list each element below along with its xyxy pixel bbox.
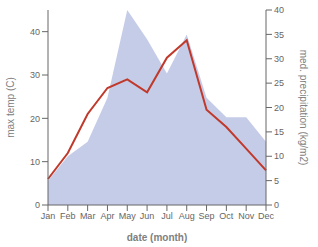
svg-text:Jun: Jun [140,211,155,221]
svg-text:Oct: Oct [219,211,234,221]
svg-text:0: 0 [35,200,40,210]
svg-text:20: 20 [274,103,284,113]
svg-text:30: 30 [30,70,40,80]
svg-text:30: 30 [274,54,284,64]
svg-text:Mar: Mar [80,211,96,221]
svg-text:20: 20 [30,114,40,124]
svg-text:10: 10 [274,151,284,161]
svg-text:Apr: Apr [100,211,114,221]
svg-text:Aug: Aug [179,211,195,221]
svg-text:Dec: Dec [258,211,275,221]
svg-text:med. precipitation (kg/m2): med. precipitation (kg/m2) [298,50,309,166]
svg-text:25: 25 [274,78,284,88]
svg-text:max temp (C): max temp (C) [8,77,16,138]
svg-text:Feb: Feb [60,211,76,221]
svg-text:15: 15 [274,127,284,137]
svg-text:Nov: Nov [238,211,255,221]
svg-text:Sep: Sep [199,211,215,221]
svg-text:40: 40 [274,5,284,15]
svg-text:0: 0 [274,200,279,210]
svg-text:Jul: Jul [161,211,173,221]
svg-text:May: May [119,211,137,221]
svg-text:5: 5 [274,176,279,186]
svg-text:Jan: Jan [41,211,56,221]
svg-text:35: 35 [274,30,284,40]
svg-text:date (month): date (month) [127,232,188,243]
svg-text:10: 10 [30,157,40,167]
svg-text:40: 40 [30,27,40,37]
